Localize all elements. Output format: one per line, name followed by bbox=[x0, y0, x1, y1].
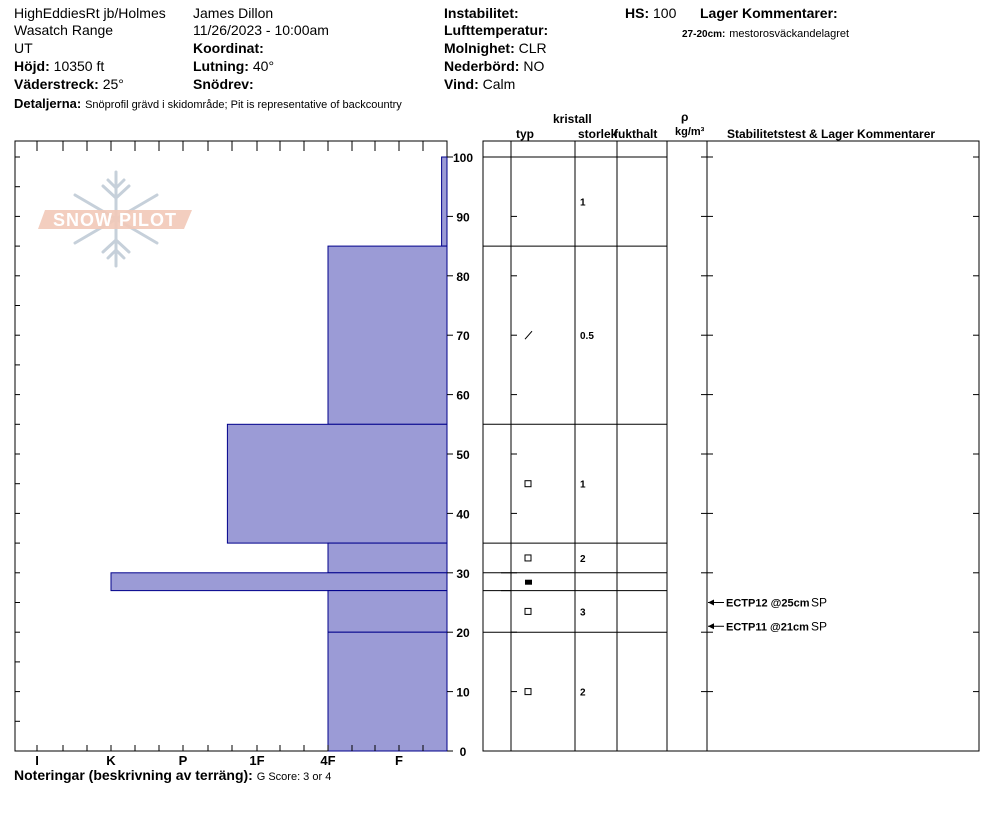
slope-label: Lutning: bbox=[193, 58, 249, 74]
arrow-head-icon bbox=[708, 599, 714, 606]
faceted-grain-icon bbox=[524, 688, 532, 696]
logo-text: SNOW PILOT bbox=[53, 210, 177, 230]
snowpilot-logo: SNOW PILOT bbox=[38, 170, 192, 268]
grain-size-label: 0.5 bbox=[580, 331, 594, 342]
y-tick-label: 30 bbox=[456, 567, 470, 581]
layer-comment-depth: 27-20cm: bbox=[682, 29, 726, 40]
y-tick-label: 70 bbox=[456, 329, 470, 343]
stability-test-shear: SP bbox=[811, 596, 827, 610]
x-tick-label: F bbox=[395, 753, 403, 768]
sky-row: Molnighet: CLR bbox=[444, 40, 547, 56]
x-tick-label: I bbox=[35, 753, 39, 768]
grain-size-label: 2 bbox=[580, 688, 586, 699]
hardness-bar bbox=[327, 542, 448, 574]
crust-grain-icon bbox=[525, 579, 532, 585]
stability-test-label: ECTP11 @21cm bbox=[726, 621, 809, 633]
sky-value: CLR bbox=[518, 40, 547, 56]
hardness-bar bbox=[441, 156, 448, 247]
y-tick-label: 80 bbox=[456, 270, 470, 284]
hardness-bar bbox=[110, 572, 448, 592]
col-rho: ρ bbox=[681, 110, 689, 124]
y-tick-label: 50 bbox=[456, 448, 470, 462]
sky-label: Molnighet: bbox=[444, 40, 515, 56]
stability-test-label: ECTP12 @25cm bbox=[726, 598, 810, 610]
y-tick-label: 10 bbox=[456, 686, 470, 700]
y-tick-label: 0 bbox=[460, 745, 467, 759]
x-tick-label: 1F bbox=[249, 753, 264, 768]
aspect-row: Väderstreck: 25° bbox=[14, 76, 124, 92]
notes-row: Noteringar (beskrivning av terräng): G S… bbox=[14, 767, 331, 785]
drift-label: Snödrev: bbox=[193, 76, 254, 92]
grain-size-label: 1 bbox=[580, 198, 586, 209]
y-tick-label: 90 bbox=[456, 210, 470, 224]
precip-label: Nederbörd: bbox=[444, 58, 520, 74]
layer-comments-label: Lager Kommentarer: bbox=[700, 5, 838, 21]
x-tick-label: 4F bbox=[320, 753, 335, 768]
faceted-grain-icon bbox=[524, 480, 532, 488]
elevation-label: Höjd: bbox=[14, 58, 50, 74]
airtemp-row: Lufttemperatur: bbox=[444, 22, 548, 38]
arrow-head-icon bbox=[708, 623, 714, 630]
elevation-row: Höjd: 10350 ft bbox=[14, 58, 104, 74]
layer-comment: 27-20cm: mestorosväckandelagret bbox=[682, 24, 849, 43]
hardness-bar bbox=[327, 245, 448, 425]
datetime: 11/26/2023 - 10:00am bbox=[193, 22, 329, 38]
grain-size-label: 3 bbox=[580, 607, 586, 618]
precip-row: Nederbörd: NO bbox=[444, 58, 544, 74]
slope-value: 40° bbox=[252, 58, 275, 74]
coord-row: Koordinat: bbox=[193, 40, 264, 56]
precip-value: NO bbox=[523, 58, 545, 74]
airtemp-label: Lufttemperatur: bbox=[444, 22, 549, 38]
layer-comment-text: mestorosväckandelagret bbox=[729, 28, 850, 40]
aspect-value: 25° bbox=[102, 76, 124, 92]
aspect-label: Väderstreck: bbox=[14, 76, 99, 92]
hs-row: HS: 100 bbox=[625, 5, 676, 21]
faceted-grain-icon bbox=[524, 607, 532, 615]
state: UT bbox=[14, 40, 33, 56]
y-tick-label: 100 bbox=[453, 151, 473, 165]
hardness-bar bbox=[327, 590, 448, 633]
hs-value: 100 bbox=[653, 5, 677, 21]
hardness-bar bbox=[327, 631, 448, 752]
instability-label: Instabilitet: bbox=[444, 5, 519, 21]
notes-label: Noteringar (beskrivning av terräng): bbox=[14, 767, 253, 783]
y-tick-label: 40 bbox=[456, 507, 470, 521]
col-fukthalt: fukthalt bbox=[614, 127, 658, 141]
y-tick-label: 20 bbox=[456, 626, 470, 640]
wind-value: Calm bbox=[482, 76, 516, 92]
stability-test-shear: SP bbox=[811, 619, 827, 633]
x-tick-label: P bbox=[179, 753, 188, 768]
notes-value: G Score: 3 or 4 bbox=[256, 771, 332, 783]
observer: James Dillon bbox=[193, 5, 274, 21]
range: Wasatch Range bbox=[14, 22, 114, 38]
details-label: Detaljerna: bbox=[14, 96, 82, 111]
instability-row: Instabilitet: bbox=[444, 5, 519, 21]
wind-row: Vind: Calm bbox=[444, 76, 515, 92]
layer-table-frame bbox=[482, 140, 980, 752]
hs-label: HS: bbox=[625, 5, 650, 21]
logo-banner bbox=[38, 210, 192, 229]
col-density-unit: kg/m³ bbox=[675, 126, 705, 138]
grain-size-label: 2 bbox=[580, 554, 586, 565]
y-tick-label: 60 bbox=[456, 389, 470, 403]
wind-label: Vind: bbox=[444, 76, 479, 92]
details-row: Detaljerna: Snöprofil grävd i skidområde… bbox=[14, 95, 402, 113]
decomposing-grain-icon bbox=[524, 330, 533, 340]
grain-size-label: 1 bbox=[580, 480, 586, 491]
col-storlek: storlek bbox=[578, 127, 618, 141]
coord-label: Koordinat: bbox=[193, 40, 264, 56]
location: HighEddiesRt jb/Holmes bbox=[14, 5, 166, 21]
drift-row: Snödrev: bbox=[193, 76, 254, 92]
col-typ: typ bbox=[516, 127, 534, 141]
hardness-bar bbox=[226, 423, 448, 544]
col-kristall: kristall bbox=[553, 112, 592, 126]
faceted-grain-icon bbox=[524, 554, 532, 562]
slope-row: Lutning: 40° bbox=[193, 58, 274, 74]
elevation-value: 10350 ft bbox=[53, 58, 105, 74]
details-value: Snöprofil grävd i skidområde; Pit is rep… bbox=[85, 99, 402, 111]
col-stability: Stabilitetstest & Lager Kommentarer bbox=[727, 127, 936, 141]
x-tick-label: K bbox=[106, 753, 116, 768]
